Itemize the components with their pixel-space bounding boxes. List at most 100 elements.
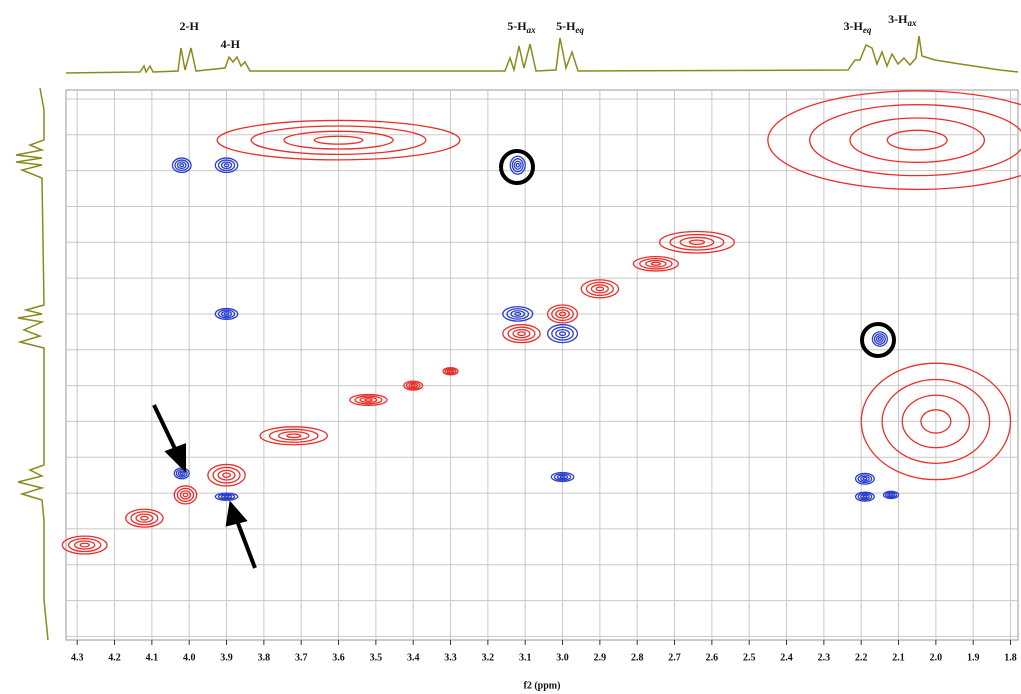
contour [555, 309, 570, 319]
contour [875, 335, 884, 343]
peak-label-sub: eq [863, 25, 872, 35]
contour [177, 470, 186, 477]
contour [259, 426, 328, 446]
contour [669, 233, 725, 251]
contour [130, 511, 159, 526]
contour [507, 326, 536, 341]
contour [882, 490, 900, 500]
contour [517, 331, 526, 337]
x-tick-label: 3.3 [444, 652, 457, 663]
contour [408, 382, 419, 389]
contour [222, 472, 231, 478]
contour [442, 367, 459, 376]
contour [645, 259, 667, 268]
peak-label: 3-Hax [888, 12, 917, 28]
x-tick-label: 2.7 [668, 652, 681, 663]
contour [513, 160, 522, 170]
x-tick-label: 2.4 [780, 652, 793, 663]
contour [860, 475, 870, 482]
contour [286, 433, 302, 439]
contour [511, 158, 524, 173]
contour [250, 125, 427, 156]
x-tick-label: 4.0 [183, 652, 196, 663]
contour [182, 492, 189, 498]
contour [217, 493, 236, 500]
contour [888, 493, 894, 497]
contour [551, 326, 574, 341]
contour [509, 155, 526, 175]
contour [313, 135, 364, 145]
contour [873, 333, 886, 345]
contour [871, 331, 888, 347]
contour [125, 508, 164, 528]
x-tick-label: 3.1 [519, 652, 532, 663]
peak-label-sub: eq [575, 25, 584, 35]
peak-label: 5-Hax [507, 19, 536, 35]
contour [580, 279, 620, 299]
peak-label: 3-Heq [844, 19, 872, 35]
contour [135, 513, 154, 523]
contour [405, 381, 421, 390]
contour [514, 311, 522, 317]
x-tick-label: 2.6 [706, 652, 719, 663]
x-tick-label: 1.8 [1004, 652, 1017, 663]
contour [857, 492, 873, 501]
contour [364, 398, 373, 402]
peak-label-sub: ax [527, 25, 537, 35]
x-axis: 4.3 4.2 4.1 4.0 3.9 3.8 3.7 3.6 3.5 3.4 3.3 3.2 3.1 3… [71, 640, 1017, 663]
contour [849, 117, 986, 163]
contour [546, 304, 579, 324]
contour [140, 515, 149, 521]
contour [512, 328, 531, 339]
x-tick-label: 2.3 [818, 652, 831, 663]
contour [555, 328, 570, 339]
contour [217, 309, 236, 319]
contour [767, 90, 1021, 191]
contour [860, 494, 870, 500]
contour [277, 431, 310, 441]
contour [862, 495, 868, 499]
contour [854, 472, 875, 485]
x-axis-label: f2 (ppm) [524, 680, 561, 691]
contour [214, 492, 239, 501]
contour [179, 490, 192, 500]
contour [553, 473, 572, 481]
contour [585, 281, 614, 296]
left-spectrum [15, 87, 49, 641]
x-tick-label: 3.4 [407, 652, 420, 663]
contour [502, 324, 541, 344]
contour [885, 491, 898, 499]
x-tick-label: 2.1 [892, 652, 905, 663]
x-tick-label: 3.2 [482, 652, 495, 663]
contour [556, 474, 569, 480]
grid [66, 90, 1018, 640]
contour [857, 474, 873, 484]
contour [590, 284, 609, 294]
peak-label: 5-Heq [556, 19, 584, 35]
peaks [61, 90, 1021, 555]
plot-frame [65, 89, 1019, 641]
circle-marker [499, 149, 535, 185]
contour [175, 468, 188, 478]
arrow [152, 404, 257, 569]
contour [881, 378, 991, 465]
contour [79, 542, 90, 548]
contour [688, 239, 706, 246]
contour [515, 162, 520, 168]
contour [179, 163, 185, 168]
peak-label-sub: ax [907, 18, 917, 28]
top-spectrum [65, 35, 1019, 74]
contour [901, 394, 971, 449]
contour [214, 157, 239, 174]
contour [679, 236, 715, 248]
contour [220, 310, 233, 318]
peak-label-text: 3-H [844, 19, 864, 33]
contour [854, 491, 875, 502]
contour [860, 362, 1012, 481]
x-tick-label: 3.8 [258, 652, 271, 663]
contour [862, 477, 868, 481]
contour [223, 312, 230, 316]
contour [217, 159, 236, 172]
contour [207, 463, 246, 487]
